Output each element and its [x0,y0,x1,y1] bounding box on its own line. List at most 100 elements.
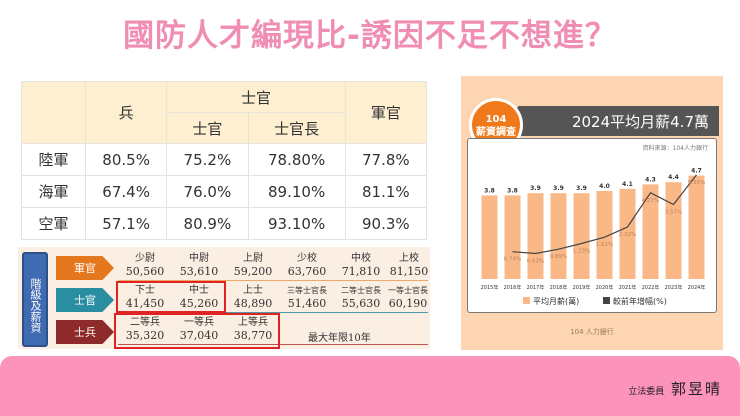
svg-text:3.57%: 3.57% [665,210,682,216]
svg-text:2018年: 2018年 [550,284,568,291]
category-officer: 軍官 [56,256,114,280]
badge-text: 薪資調查 [476,127,516,138]
value-cell: 81.1% [344,175,428,208]
pay-value: 50,560 [125,265,165,278]
svg-text:2021年: 2021年 [619,284,637,291]
header-soldier: 兵 [84,81,168,144]
pay-value: 37,040 [179,329,219,342]
svg-text:較前年增幅(%): 較前年增幅(%) [613,296,667,306]
svg-text:3.8: 3.8 [507,187,518,194]
svg-text:2.22%: 2.22% [619,232,636,238]
rank-label: 三等士官長 [287,286,327,295]
pay-value: 38,770 [233,329,273,342]
rank-label: 上尉 [243,253,263,264]
svg-text:1.61%: 1.61% [596,242,613,248]
data-source: 資料來源：104人力銀行 [642,145,708,152]
chart-card: 資料來源：104人力銀行 3.8 2015年 3.8 2016年 3.9 2017年 3.9… [467,138,717,313]
svg-text:3.9: 3.9 [553,185,564,192]
svg-text:4.3: 4.3 [645,176,656,183]
pay-value: 55,630 [341,297,381,310]
grade-item: 少校 63,760 [280,252,334,278]
grade-item: 三等士官長 51,460 [280,284,334,310]
soldier-progression-line [118,344,428,345]
value-cell: 80.9% [166,207,249,240]
rank-label: 上士 [243,285,263,296]
grade-item: 中校 71,810 [334,252,388,278]
svg-text:2020年: 2020年 [596,284,614,291]
rank-label: 一等兵 [184,317,214,328]
value-cell: 89.10% [247,175,346,208]
svg-text:2015年: 2015年 [481,284,499,291]
bottom-banner: 立法委員 郭昱晴 [0,356,740,416]
svg-text:4.1: 4.1 [622,181,633,188]
pay-value: 41,450 [125,297,165,310]
badge-number: 104 [485,114,507,125]
value-cell: 77.8% [344,143,428,176]
grade-item: 上士 48,890 [226,284,280,310]
pay-grade-panel: 階級及薪資 軍官 士官 士兵 少尉 50,560 中尉 53,610 上尉 59,20… [18,247,430,349]
rank-label: 一等士官長 [388,286,428,295]
rank-label: 下士 [135,285,155,296]
grade-item: 二等兵 35,320 [118,316,172,342]
svg-text:4.0: 4.0 [599,183,610,190]
value-cell: 57.1% [84,207,168,240]
branch-cell: 海軍 [21,175,86,208]
svg-text:2016年: 2016年 [504,284,522,291]
table-row: 陸軍 80.5% 75.2% 78.80% 77.8% [21,143,428,176]
svg-text:4.27%: 4.27% [642,198,659,204]
highlight-box-nco [116,281,226,313]
salary-bar-line-chart: 3.8 2015年 3.8 2016年 3.9 2017年 3.9 2018年 3.9 2019年… [481,168,706,306]
pay-value: 45,260 [179,297,219,310]
value-cell: 93.10% [247,207,346,240]
pay-value: 63,760 [287,265,327,278]
branch-cell: 陸軍 [21,143,86,176]
pay-value: 35,320 [125,329,165,342]
grade-item: 上校 81,150 [386,252,432,278]
svg-text:2017年: 2017年 [527,284,545,291]
value-cell: 75.2% [166,143,249,176]
rank-label: 二等兵 [130,317,160,328]
value-cell: 80.5% [84,143,168,176]
svg-text:4.7: 4.7 [691,168,702,175]
signature-title: 立法委員 [628,387,665,397]
grade-item: 上尉 59,200 [226,252,280,278]
salary-chart-panel: 2024平均月薪4.7萬 104 薪資調查 資料來源：104人力銀行 3.8 20… [461,76,723,350]
header-nco: 士官 [166,112,249,144]
signature-name: 郭昱晴 [670,380,722,398]
header-nco-group: 士官 [166,81,346,113]
svg-text:4.4: 4.4 [668,174,679,181]
rank-label: 中士 [189,285,209,296]
max-term-note: 最大年限10年 [308,333,371,344]
staffing-ratio-table: 兵 士官 軍官 士官 士官長 陸軍 80.5% 75.2% 78.80% 77.… [21,81,428,240]
footer-logo: 104 人力銀行 [570,328,614,336]
svg-text:3.8: 3.8 [484,187,495,194]
pay-value: 60,190 [388,297,428,310]
svg-text:3.9: 3.9 [576,185,587,192]
scroll-label: 階級及薪資 [22,252,48,347]
pay-value: 48,890 [233,297,273,310]
rank-label: 少尉 [135,253,155,264]
svg-text:2022年: 2022年 [642,284,660,291]
rank-label: 中校 [351,253,371,264]
table-row: 空軍 57.1% 80.9% 93.10% 90.3% [21,207,428,240]
corner-header [21,81,86,144]
grade-item: 上等兵 38,770 [226,316,280,342]
branch-cell: 空軍 [21,207,86,240]
grade-item: 少尉 50,560 [118,252,172,278]
svg-text:2019年: 2019年 [573,284,591,291]
grade-item: 下士 41,450 [118,284,172,310]
header-officer: 軍官 [344,81,428,144]
highlight-box-soldier [114,313,280,349]
svg-text:0.63%: 0.63% [527,259,544,265]
svg-text:1.23%: 1.23% [573,249,590,255]
rank-label: 上校 [399,253,419,264]
pay-value: 81,150 [389,265,429,278]
svg-text:2023年: 2023年 [665,284,683,291]
grade-item: 中尉 53,610 [172,252,226,278]
grade-item: 中士 45,260 [172,284,226,310]
grade-item: 一等士官長 60,190 [384,284,432,310]
chart-header: 2024平均月薪4.7萬 [501,106,719,136]
svg-text:2024年: 2024年 [688,284,706,291]
svg-text:3.9: 3.9 [530,185,541,192]
rank-label: 上等兵 [238,317,268,328]
